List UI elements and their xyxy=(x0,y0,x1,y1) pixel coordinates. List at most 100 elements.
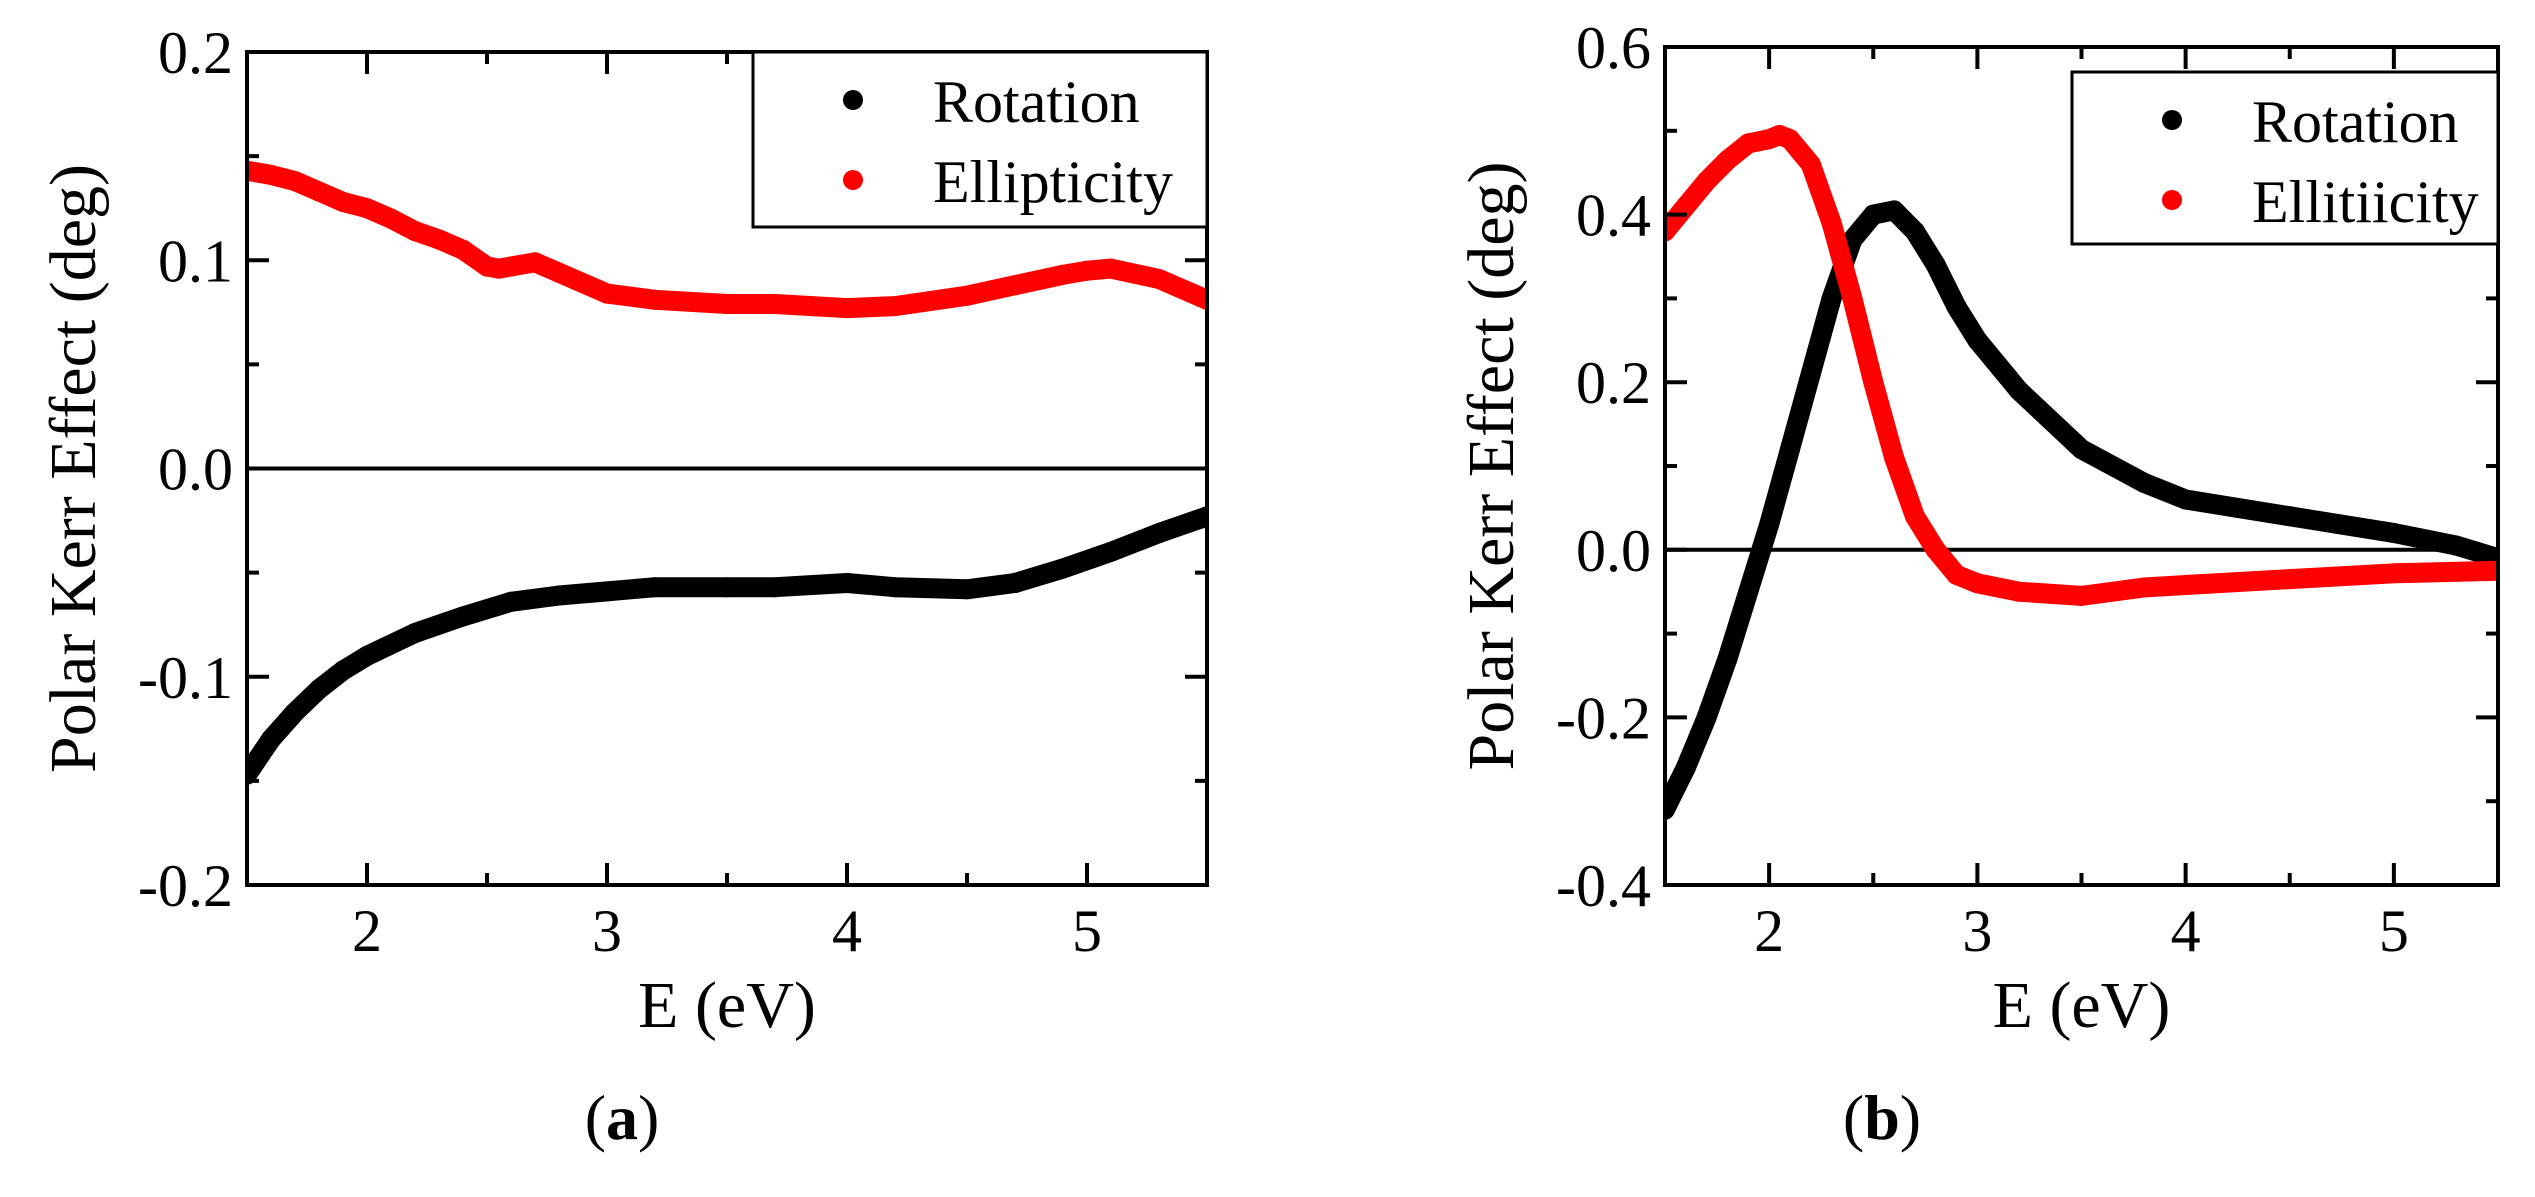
series-rotation-point xyxy=(1759,514,1780,535)
series-rotation-point xyxy=(549,585,569,606)
series-rotation-point xyxy=(1149,523,1169,544)
series-ellipticity-point xyxy=(1101,258,1121,279)
chart-b-caption: (b) xyxy=(1842,1082,1922,1153)
series-ellitiicity-point xyxy=(1904,506,1925,527)
series-rotation-point xyxy=(645,577,665,598)
series-rotation-point xyxy=(453,606,473,627)
x-tick-label: 3 xyxy=(1962,898,1992,964)
series-rotation-point xyxy=(1101,541,1121,562)
series-ellitiicity-point xyxy=(2134,577,2154,598)
series-ellitiicity-point xyxy=(1863,372,1884,393)
series-ellipticity-point xyxy=(717,294,737,314)
x-tick-label: 5 xyxy=(1072,898,1102,964)
series-ellitiicity-point xyxy=(1946,564,1967,585)
series-ellipticity-point xyxy=(357,198,377,219)
series-ellitiicity-point xyxy=(1884,447,1905,468)
series-ellipticity-point xyxy=(597,283,617,304)
x-tick-label: 2 xyxy=(1754,898,1784,964)
series-rotation-point xyxy=(597,581,617,602)
mask-bottom xyxy=(1265,887,2535,1192)
series-ellipticity-point xyxy=(1149,269,1169,289)
series-ellitiicity-point xyxy=(1821,213,1842,233)
series-rotation-point xyxy=(1053,558,1073,579)
series-rotation-point xyxy=(2134,472,2154,493)
series-ellitiicity-point xyxy=(2071,585,2092,606)
legend-marker-rotation xyxy=(2162,110,2182,130)
series-rotation-point xyxy=(2009,380,2029,401)
y-axis-label: Polar Kerr Effect (deg) xyxy=(37,164,110,773)
series-ellipticity-point xyxy=(1053,264,1073,285)
y-tick-label: 0.6 xyxy=(1576,15,1651,81)
series-rotation-curve xyxy=(237,506,1217,785)
x-tick-label: 5 xyxy=(2379,898,2409,964)
series-rotation-point xyxy=(1967,330,1988,351)
series-rotation-curve xyxy=(1655,200,2508,820)
series-ellipticity-point xyxy=(381,208,401,229)
series-ellipticity-point xyxy=(645,289,665,310)
series-rotation-point xyxy=(1821,288,1842,309)
series-rotation-point xyxy=(1696,707,1717,728)
series-rotation-point xyxy=(1675,757,1696,778)
series-ellitiicity-point xyxy=(1925,539,1946,560)
series-ellipticity-point xyxy=(453,239,473,260)
series-rotation-point xyxy=(2446,535,2467,556)
chart-b-caption-letter: b xyxy=(1864,1082,1900,1153)
series-rotation-point xyxy=(333,660,353,681)
series-rotation-point xyxy=(885,577,905,598)
series-ellitiicity-point xyxy=(2009,581,2029,602)
x-axis-label: E (eV) xyxy=(1993,969,2171,1042)
x-tick-label: 3 xyxy=(592,898,622,964)
series-ellipticity-point xyxy=(957,285,977,306)
chart-a-caption-letter: a xyxy=(606,1082,638,1153)
series-rotation-point xyxy=(357,645,377,666)
series-ellipticity-point xyxy=(309,181,329,202)
series-rotation-point xyxy=(309,679,329,700)
series-rotation-point xyxy=(1904,221,1925,242)
series-rotation-point xyxy=(1780,439,1800,460)
y-tick-label: -0.2 xyxy=(1556,685,1651,751)
series-ellitiicity-point xyxy=(2279,569,2300,590)
legend-marker-rotation xyxy=(843,90,863,110)
series-rotation-point xyxy=(2071,439,2092,460)
legend-marker-ellitiicity xyxy=(2162,190,2182,210)
legend-marker-ellipticity xyxy=(843,170,863,190)
series-rotation-point xyxy=(405,623,425,643)
series-ellipticity-point xyxy=(837,298,857,319)
legend-box xyxy=(751,50,1209,229)
series-ellitiicity-point xyxy=(1842,288,1863,309)
y-tick-label: 0.4 xyxy=(1576,183,1651,249)
series-rotation-point xyxy=(765,577,785,598)
legend-box xyxy=(2070,70,2500,246)
series-rotation-point xyxy=(957,579,977,600)
series-ellitiicity-point xyxy=(1800,154,1821,175)
series-ellitiicity-point xyxy=(1780,129,1800,150)
series-rotation-point xyxy=(1717,648,1738,669)
series-rotation-point xyxy=(2383,523,2404,543)
series-ellipticity-point xyxy=(1005,275,1025,296)
series-ellitiicity-point xyxy=(2383,563,2404,584)
series-rotation-point xyxy=(1946,296,1967,317)
x-tick-label: 4 xyxy=(2171,898,2201,964)
series-ellitiicity-point xyxy=(2175,575,2196,595)
legend-label-rotation: Rotation xyxy=(2252,89,2459,155)
series-rotation-point xyxy=(1738,581,1759,602)
y-tick-label: 0.0 xyxy=(158,437,233,503)
chart-b-svg: 2 3 4 5 -0.4 -0.2 0.0 0.2 0.4 0.6 E (eV) Polar Kerr… xyxy=(1265,0,2535,1192)
series-ellipticity-point xyxy=(405,221,425,242)
y-tick-label: 0.2 xyxy=(1576,350,1651,416)
series-ellipticity-curve xyxy=(237,160,1217,319)
x-axis-label: E (eV) xyxy=(638,969,816,1042)
series-ellipticity-point xyxy=(285,171,305,192)
chart-panel-a: 2 3 4 5 -0.2 -0.1 0.0 0.1 0.2 E (eV) Polar Kerr Ef… xyxy=(0,0,1265,1192)
y-tick-label: -0.1 xyxy=(138,645,233,711)
y-axis-label: Polar Kerr Effect (deg) xyxy=(1455,162,1528,771)
y-tick-label: 0.2 xyxy=(158,20,233,86)
mask-top xyxy=(1265,0,2535,45)
chart-a-caption: (a) xyxy=(584,1082,660,1153)
y-tick-label: 0.1 xyxy=(158,228,233,294)
series-rotation-point xyxy=(1884,200,1905,221)
series-ellipticity-point xyxy=(765,294,785,314)
legend-label-ellipticity: Ellipticity xyxy=(933,149,1173,215)
legend-label-rotation: Rotation xyxy=(933,69,1140,135)
series-rotation-point xyxy=(2279,506,2300,527)
